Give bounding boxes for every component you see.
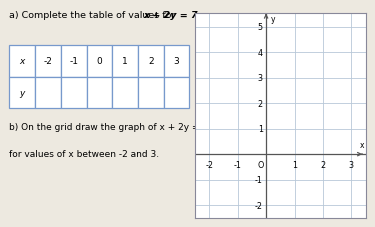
Text: y: y [20, 89, 25, 98]
Text: b) On the grid draw the graph of x + 2y = 7: b) On the grid draw the graph of x + 2y … [9, 123, 208, 131]
FancyBboxPatch shape [112, 45, 138, 77]
Text: 2: 2 [258, 99, 262, 108]
FancyBboxPatch shape [61, 77, 87, 109]
Text: x: x [360, 140, 364, 149]
Text: 5: 5 [258, 23, 262, 32]
Text: for values of x between -2 and 3.: for values of x between -2 and 3. [9, 150, 159, 159]
FancyBboxPatch shape [9, 45, 35, 77]
Text: 0: 0 [96, 57, 102, 66]
Text: y: y [270, 15, 275, 24]
Text: -1: -1 [255, 175, 262, 184]
FancyBboxPatch shape [35, 45, 61, 77]
FancyBboxPatch shape [9, 77, 35, 109]
Text: 3: 3 [174, 57, 179, 66]
Text: 3: 3 [258, 74, 262, 83]
Text: x: x [20, 57, 25, 66]
Text: 2: 2 [320, 160, 326, 169]
FancyBboxPatch shape [87, 45, 112, 77]
FancyBboxPatch shape [164, 77, 189, 109]
FancyBboxPatch shape [138, 77, 164, 109]
Text: 1: 1 [258, 125, 262, 133]
Text: 1: 1 [122, 57, 128, 66]
FancyBboxPatch shape [35, 77, 61, 109]
Text: -1: -1 [69, 57, 78, 66]
FancyBboxPatch shape [164, 45, 189, 77]
Text: -1: -1 [234, 160, 242, 169]
FancyBboxPatch shape [112, 77, 138, 109]
Text: 4: 4 [258, 49, 262, 57]
FancyBboxPatch shape [87, 77, 112, 109]
Text: 2: 2 [148, 57, 154, 66]
Text: -2: -2 [255, 201, 262, 210]
Text: a) Complete the table of values for: a) Complete the table of values for [9, 11, 179, 20]
Text: 3: 3 [349, 160, 354, 169]
Text: O: O [258, 160, 264, 169]
FancyBboxPatch shape [138, 45, 164, 77]
FancyBboxPatch shape [61, 45, 87, 77]
Text: -2: -2 [205, 160, 213, 169]
Text: -2: -2 [44, 57, 52, 66]
Text: 1: 1 [292, 160, 297, 169]
Text: x + 2y = 7: x + 2y = 7 [143, 11, 198, 20]
